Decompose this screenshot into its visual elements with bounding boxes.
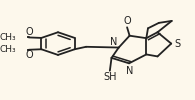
Text: O: O [123, 16, 131, 26]
Text: O: O [25, 27, 33, 37]
Text: SH: SH [103, 72, 117, 82]
Text: S: S [174, 39, 180, 49]
Text: CH₃: CH₃ [0, 33, 16, 42]
Text: N: N [110, 37, 117, 47]
Text: N: N [126, 66, 134, 76]
Text: O: O [25, 50, 33, 60]
Text: CH₃: CH₃ [0, 45, 16, 54]
